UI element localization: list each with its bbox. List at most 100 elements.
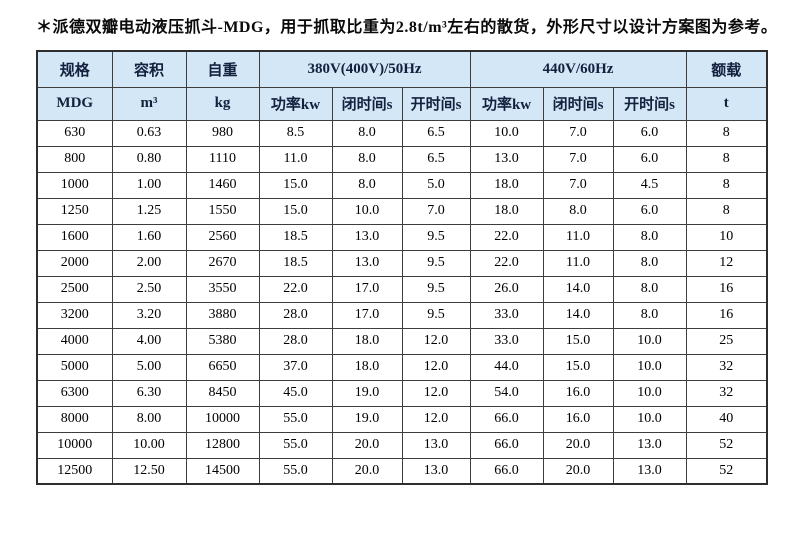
table-cell: 15.0 [542,327,614,355]
table-cell: 5.0 [401,171,471,199]
table-cell: 7.0 [542,171,614,199]
table-row: 630 0.63 980 8.5 8.0 6.5 10.0 7.0 6.0 8 [36,119,768,147]
table-cell: 16 [685,275,768,303]
table-cell: 0.63 [111,119,187,147]
table-cell: 6.30 [111,379,187,407]
table-cell: 19.0 [331,379,403,407]
table-cell: 6.5 [401,119,471,147]
header-power-60hz: 功率kw [469,86,544,121]
table-cell: 13.0 [612,457,687,485]
table-cell: 8.0 [331,171,403,199]
header-spec: 规格 [36,50,113,88]
table-cell: 2.50 [111,275,187,303]
table-cell: 18.5 [258,223,333,251]
table-cell: 8.0 [612,301,687,329]
table-cell: 2000 [36,249,113,277]
table-row: 6300 6.30 8450 45.0 19.0 12.0 54.0 16.0 10.0 32 [36,379,768,407]
table-cell: 9.5 [401,275,471,303]
table-row: 1000 1.00 1460 15.0 8.0 5.0 18.0 7.0 4.5 8 [36,171,768,199]
table-cell: 630 [36,119,113,147]
table-cell: 33.0 [469,327,544,355]
table-cell: 8 [685,197,768,225]
table-cell: 55.0 [258,457,333,485]
table-cell: 14500 [185,457,260,485]
table-cell: 20.0 [331,457,403,485]
table-cell: 52 [685,457,768,485]
table-cell: 12.0 [401,405,471,433]
table-cell: 1.25 [111,197,187,225]
table-cell: 1460 [185,171,260,199]
table-cell: 13.0 [401,431,471,459]
header-volume-unit: m³ [111,86,187,121]
table-row: 5000 5.00 6650 37.0 18.0 12.0 44.0 15.0 10.0 32 [36,353,768,381]
table-cell: 6.0 [612,145,687,173]
table-cell: 22.0 [258,275,333,303]
table-cell: 54.0 [469,379,544,407]
table-cell: 33.0 [469,301,544,329]
table-cell: 9.5 [401,249,471,277]
table-cell: 8.00 [111,405,187,433]
header-power-50hz: 功率kw [258,86,333,121]
table-cell: 22.0 [469,223,544,251]
table-cell: 1.60 [111,223,187,251]
table-cell: 16.0 [542,405,614,433]
table-cell: 13.0 [612,431,687,459]
table-cell: 8.0 [612,249,687,277]
table-cell: 55.0 [258,431,333,459]
table-cell: 9.5 [401,223,471,251]
table-row: 10000 10.00 12800 55.0 20.0 13.0 66.0 20.0 13.0 5… [36,431,768,459]
header-open-50hz: 开时间s [401,86,471,121]
table-cell: 32 [685,379,768,407]
table-cell: 18.0 [469,197,544,225]
table-cell: 55.0 [258,405,333,433]
table-cell: 14.0 [542,301,614,329]
table-cell: 1600 [36,223,113,251]
table-cell: 800 [36,145,113,173]
table-cell: 8.5 [258,119,333,147]
table-cell: 8 [685,145,768,173]
table-cell: 6.0 [612,119,687,147]
table-cell: 12800 [185,431,260,459]
table-cell: 980 [185,119,260,147]
table-cell: 6650 [185,353,260,381]
table-cell: 13.0 [331,249,403,277]
table-cell: 13.0 [469,145,544,173]
table-cell: 8.0 [542,197,614,225]
header-group-440v: 440V/60Hz [469,50,687,88]
header-group-380v: 380V(400V)/50Hz [258,50,471,88]
table-cell: 8.0 [331,119,403,147]
table-cell: 8450 [185,379,260,407]
table-row: 3200 3.20 3880 28.0 17.0 9.5 33.0 14.0 8.0 16 [36,301,768,329]
table-cell: 10.0 [612,353,687,381]
table-cell: 10.0 [331,197,403,225]
table-cell: 20.0 [331,431,403,459]
table-cell: 12 [685,249,768,277]
table-cell: 1110 [185,145,260,173]
table-row: 12500 12.50 14500 55.0 20.0 13.0 66.0 20.0 13.0 5… [36,457,768,485]
table-cell: 3200 [36,301,113,329]
table-cell: 10.0 [469,119,544,147]
table-cell: 16.0 [542,379,614,407]
header-volume: 容积 [111,50,187,88]
table-cell: 8000 [36,405,113,433]
table-cell: 40 [685,405,768,433]
table-cell: 32 [685,353,768,381]
table-row: 1250 1.25 1550 15.0 10.0 7.0 18.0 8.0 6.0 8 [36,197,768,225]
table-cell: 12.0 [401,327,471,355]
table-cell: 45.0 [258,379,333,407]
table-cell: 10.0 [612,327,687,355]
table-cell: 7.0 [542,145,614,173]
table-cell: 14.0 [542,275,614,303]
table-cell: 66.0 [469,431,544,459]
header-open-60hz: 开时间s [612,86,687,121]
table-row: 800 0.80 1110 11.0 8.0 6.5 13.0 7.0 6.0 8 [36,145,768,173]
page-root: ＊派德双瓣电动液压抓斗-MDG，用于抓取比重为2.8t/m³左右的散货，外形尺寸… [36,19,777,485]
table-cell: 12500 [36,457,113,485]
table-cell: 2500 [36,275,113,303]
table-cell: 10.0 [612,405,687,433]
header-weight: 自重 [185,50,260,88]
table-cell: 2560 [185,223,260,251]
table-cell: 15.0 [258,171,333,199]
table-cell: 8.0 [331,145,403,173]
table-cell: 11.0 [542,249,614,277]
